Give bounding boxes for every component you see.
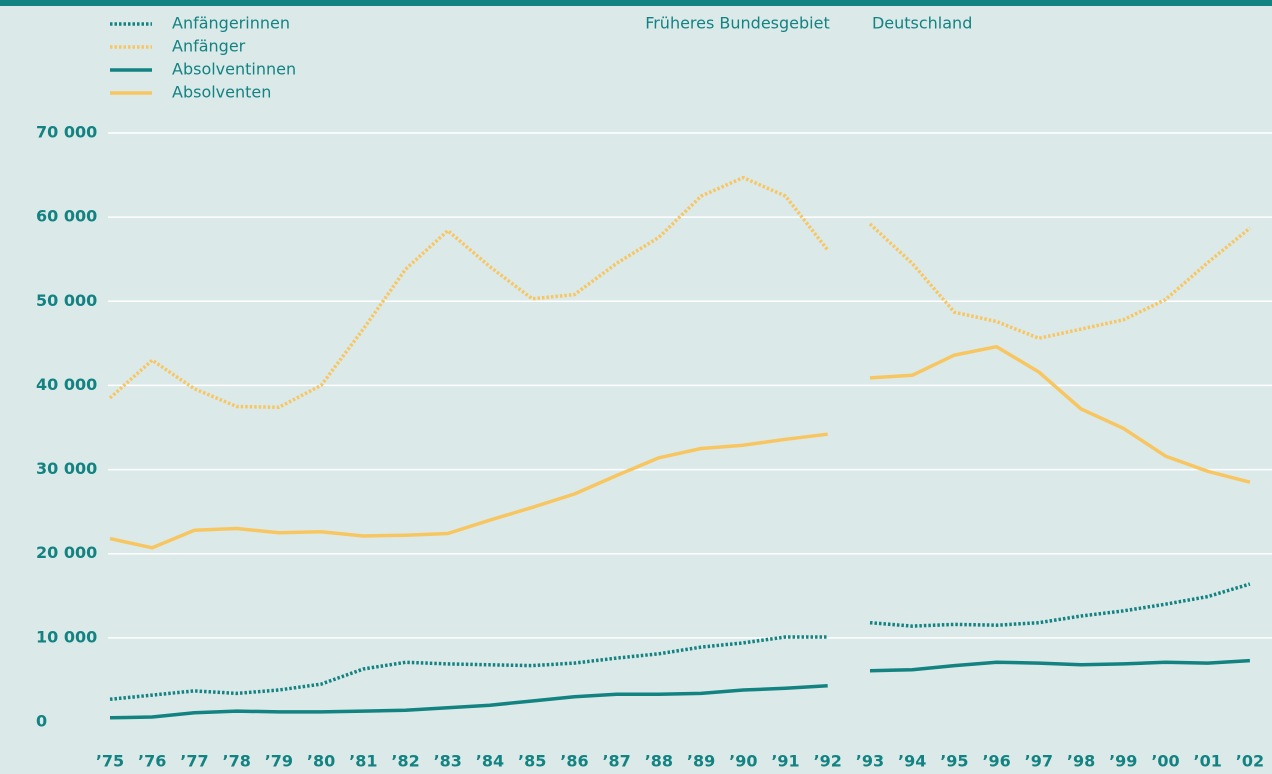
legend-label: Absolventen	[172, 83, 271, 102]
x-tick-label: ’91	[771, 752, 799, 771]
y-tick-label: 10 000	[36, 627, 97, 646]
x-tick-label: ’85	[518, 752, 546, 771]
series-line	[869, 658, 1251, 673]
x-tick-label: ’00	[1151, 752, 1179, 771]
x-tick-label: ’96	[982, 752, 1010, 771]
x-tick-label: ’89	[687, 752, 715, 771]
y-tick-label: 70 000	[36, 123, 97, 142]
y-tick-label: 20 000	[36, 543, 97, 562]
x-tick-label: ’80	[307, 752, 335, 771]
y-tick-label: 50 000	[36, 291, 97, 310]
x-tick-label: ’01	[1194, 752, 1222, 771]
group-label: Deutschland	[872, 14, 972, 33]
series-line	[109, 684, 828, 720]
y-tick-label: 0	[36, 712, 47, 731]
x-tick-label: ’95	[940, 752, 968, 771]
x-tick-label: ’94	[898, 752, 926, 771]
x-tick-label: ’77	[180, 752, 208, 771]
x-tick-label: ’97	[1025, 752, 1053, 771]
series-line	[109, 432, 828, 550]
x-tick-label: ’75	[96, 752, 124, 771]
series-line	[868, 222, 1252, 341]
series-line	[109, 635, 828, 702]
series-line	[869, 344, 1251, 484]
x-tick-label: ’98	[1067, 752, 1095, 771]
y-tick-label: 30 000	[36, 459, 97, 478]
legend-label: Anfängerinnen	[172, 14, 290, 33]
legend-label: Anfänger	[172, 37, 246, 56]
y-tick-label: 40 000	[36, 375, 97, 394]
x-tick-label: ’76	[138, 752, 166, 771]
x-tick-label: ’84	[476, 752, 504, 771]
x-tick-label: ’86	[560, 752, 588, 771]
y-tick-label: 60 000	[36, 207, 97, 226]
series-line	[869, 582, 1251, 628]
x-tick-label: ’99	[1109, 752, 1137, 771]
x-tick-label: ’82	[391, 752, 419, 771]
x-tick-label: ’78	[222, 752, 250, 771]
series-line	[108, 175, 830, 410]
top-bar	[0, 0, 1272, 6]
x-tick-label: ’93	[856, 752, 884, 771]
legend-label: Absolventinnen	[172, 60, 296, 79]
group-label: Früheres Bundesgebiet	[645, 14, 830, 33]
x-tick-label: ’87	[602, 752, 630, 771]
x-tick-label: ’88	[645, 752, 673, 771]
x-tick-label: ’83	[434, 752, 462, 771]
x-tick-label: ’92	[814, 752, 842, 771]
x-tick-label: ’02	[1236, 752, 1264, 771]
x-tick-label: ’81	[349, 752, 377, 771]
x-tick-label: ’90	[729, 752, 757, 771]
x-tick-label: ’79	[265, 752, 293, 771]
